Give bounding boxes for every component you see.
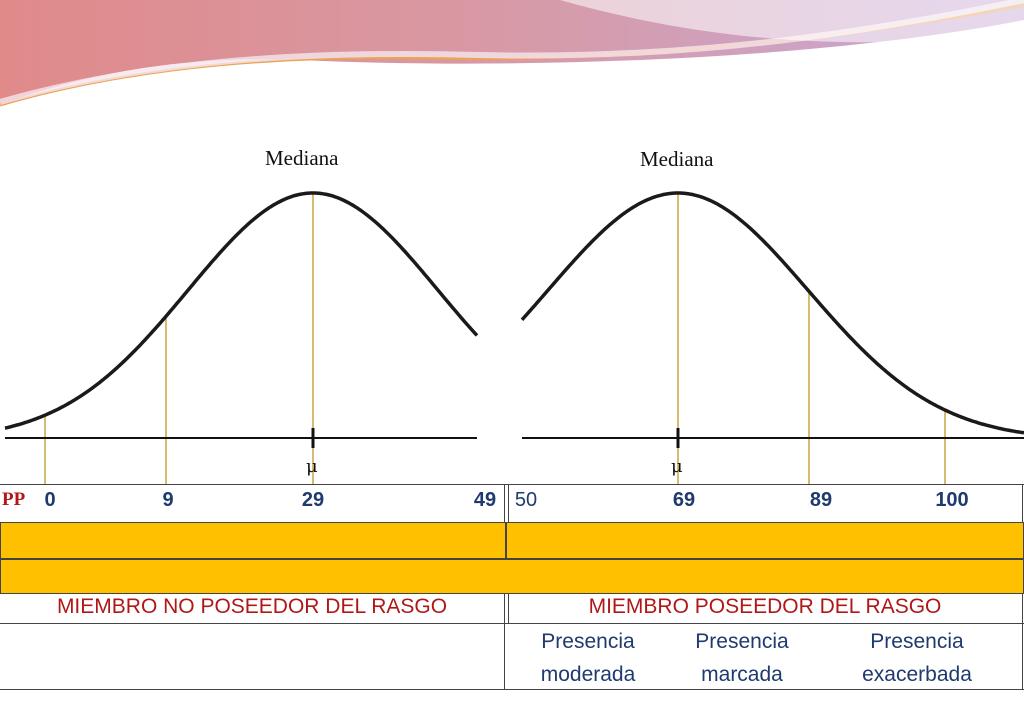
normal-curve-right <box>520 191 1024 435</box>
score-100: 100 <box>935 489 969 511</box>
presence-moderada-line1: Presencia <box>541 630 635 653</box>
normal-curves-diagram: μ μ <box>4 191 1024 485</box>
non-member-label: MIEMBRO NO POSEEDOR DEL RASGO <box>56 595 448 618</box>
score-69: 69 <box>672 489 696 511</box>
band-left-top <box>0 522 506 559</box>
presence-exacerbada-line2: exacerbada <box>862 663 972 686</box>
mu-symbol-left: μ <box>306 456 318 477</box>
score-29: 29 <box>301 489 325 511</box>
score-0: 0 <box>44 489 56 511</box>
mu-symbol-right: μ <box>671 456 683 477</box>
presence-marcada: Presencia marcada <box>666 625 818 691</box>
presence-marcada-line2: marcada <box>701 663 783 686</box>
decorative-banner <box>0 0 1024 107</box>
score-50: 50 <box>514 489 538 511</box>
presence-moderada: Presencia moderada <box>512 625 664 691</box>
presence-exacerbada: Presencia exacerbada <box>826 625 1008 691</box>
table-top-border <box>0 484 1024 485</box>
normal-curve-left <box>4 191 479 430</box>
table-bottom-border <box>0 689 1024 690</box>
band-right-top <box>506 522 1024 559</box>
member-label: MIEMBRO POSEEDOR DEL RASGO <box>588 595 942 618</box>
band-full <box>0 559 1024 594</box>
presence-moderada-line2: moderada <box>540 663 636 686</box>
median-label-left: Mediana <box>265 146 339 170</box>
pp-label: PP <box>2 489 26 510</box>
presence-exacerbada-line1: Presencia <box>870 630 964 653</box>
score-9: 9 <box>162 489 174 511</box>
score-89: 89 <box>809 489 833 511</box>
median-label-right: Mediana <box>640 147 714 171</box>
presence-marcada-line1: Presencia <box>695 630 789 653</box>
row-divider <box>0 623 1024 624</box>
score-49: 49 <box>473 489 497 511</box>
